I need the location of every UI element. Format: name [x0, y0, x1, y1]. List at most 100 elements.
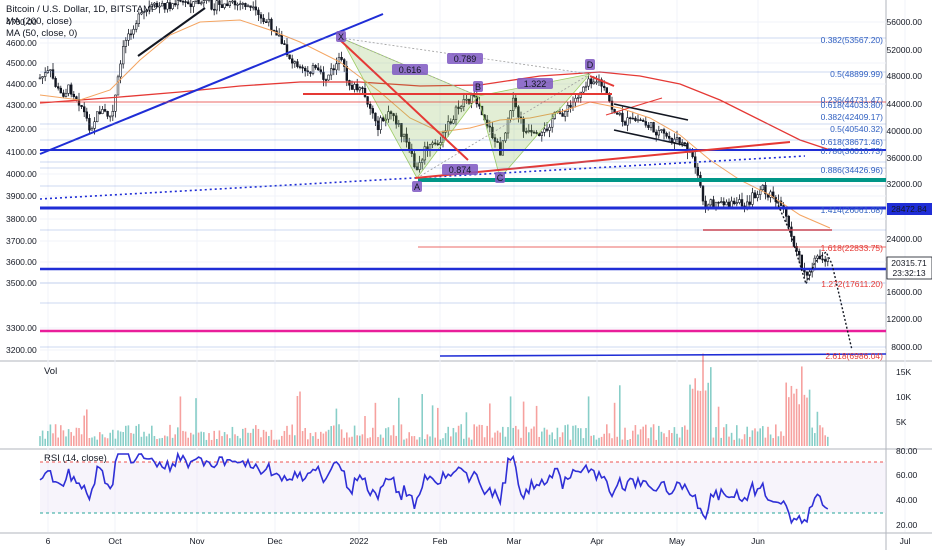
fib-label: 0.886(34426.96) [821, 165, 884, 175]
volume-bar [210, 439, 213, 446]
candle-body [639, 119, 642, 122]
candle-body [626, 117, 629, 126]
volume-title[interactable]: Vol [44, 366, 58, 377]
volume-bar [730, 432, 733, 446]
candle-body [98, 111, 102, 114]
candle-body [647, 124, 650, 128]
volume-pane[interactable] [0, 362, 886, 448]
candle-body [436, 143, 439, 146]
volume-bar [585, 428, 587, 446]
legend-ma200[interactable]: MA (200, close) [6, 16, 72, 27]
volume-bar [372, 427, 374, 446]
volume-bar [65, 436, 67, 446]
rsi-pane[interactable] [0, 450, 886, 532]
candle-body [732, 200, 736, 205]
candle-body [823, 259, 827, 262]
volume-bar [470, 439, 473, 446]
volume-bar [166, 436, 169, 446]
volume-bar [806, 397, 808, 446]
candle-body [301, 66, 304, 69]
candle-body [511, 97, 515, 111]
volume-bar [200, 431, 202, 446]
candle-body [161, 2, 164, 7]
volume-bar [411, 436, 413, 446]
volume-bar [213, 430, 215, 446]
volume-bar [717, 406, 720, 446]
candle-body [584, 85, 588, 88]
volume-bar [798, 404, 800, 446]
candle-body [85, 111, 89, 119]
volume-bar [671, 432, 673, 446]
volume-bar [49, 424, 52, 446]
volume-bar [151, 425, 153, 446]
volume-bar [624, 427, 626, 446]
volume-bar [821, 427, 824, 446]
x-tick-label: Nov [189, 536, 205, 546]
volume-bar [348, 437, 351, 446]
pattern-ratio-label: 0.874 [449, 165, 472, 175]
candle-body [457, 106, 460, 109]
volume-bar [697, 390, 699, 446]
candle-body [641, 119, 645, 122]
black-trendline [137, 7, 206, 57]
candle-body [228, 1, 231, 7]
volume-bar [340, 429, 343, 446]
volume-bar [179, 396, 182, 446]
candle-body [740, 199, 744, 207]
volume-bar [164, 435, 166, 446]
candle-body [602, 85, 606, 88]
volume-bar [499, 432, 501, 446]
legend-title[interactable]: Bitcoin / U.S. Dollar, 1D, BITSTAMP [6, 4, 158, 15]
volume-bar [416, 439, 418, 446]
volume-bar [145, 436, 148, 446]
rsi-title[interactable]: RSI (14, close) [44, 453, 107, 464]
volume-bar [478, 424, 481, 446]
candle-body [322, 71, 325, 80]
volume-bar [665, 436, 668, 446]
volume-bar [660, 431, 663, 446]
x-tick-label: 2022 [350, 536, 369, 546]
volume-bar [273, 439, 275, 446]
volume-bar [377, 437, 379, 446]
right-axis-label: 8000.00 [891, 342, 922, 352]
volume-bar [572, 425, 574, 446]
candle-body [267, 18, 270, 23]
left-axis-label: 4300.00 [6, 100, 37, 110]
red-channel [605, 97, 663, 116]
left-axis-label: 4600.00 [6, 38, 37, 48]
volume-bar [208, 433, 210, 446]
volume-bar [819, 425, 821, 446]
volume-bar [686, 429, 689, 446]
volume-bar [83, 415, 85, 446]
volume-bar [153, 435, 156, 446]
candle-body [374, 112, 377, 122]
volume-bar [161, 437, 163, 446]
candle-body [725, 201, 728, 206]
fib-label: 1.414(26061.08) [821, 205, 884, 215]
pattern-ratio-label: 0.616 [399, 65, 422, 75]
volume-bar [216, 438, 218, 446]
candle-body [293, 61, 296, 64]
volume-bar [57, 437, 59, 446]
candle-body [402, 133, 406, 137]
candle-body [324, 79, 328, 81]
right-axis-label: 36000.00 [887, 153, 923, 163]
left-axis-label: 4400.00 [6, 79, 37, 89]
candle-body [462, 99, 465, 107]
volume-bar [93, 436, 96, 446]
volume-bar [725, 424, 728, 446]
candle-body [135, 23, 138, 30]
volume-bar [190, 432, 192, 446]
candle-body [70, 84, 73, 95]
volume-bar [44, 438, 46, 446]
candle-body [280, 34, 283, 44]
candle-body [223, 3, 226, 8]
volume-bar [418, 437, 421, 446]
candle-body [54, 78, 57, 87]
candle-body [610, 100, 614, 110]
volume-bar [218, 430, 221, 446]
legend-ma50[interactable]: MA (50, close, 0) [6, 28, 78, 39]
volume-bar [244, 427, 247, 446]
candle-body [420, 159, 424, 163]
